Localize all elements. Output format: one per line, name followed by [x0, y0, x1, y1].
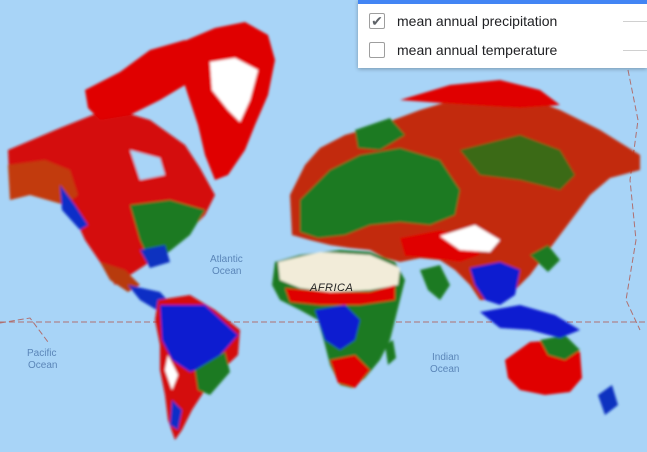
- layer-row-precipitation[interactable]: ✔ mean annual precipitation: [358, 8, 647, 34]
- greenland: [175, 22, 275, 180]
- indian-label-2: Ocean: [430, 364, 459, 375]
- boundary-lines: [0, 69, 647, 343]
- north-america: [8, 40, 215, 312]
- dateline-boundary: [625, 69, 641, 331]
- precipitation-checkbox[interactable]: ✔: [369, 13, 385, 29]
- pacific-label-1: Pacific: [27, 348, 56, 359]
- australia-oceania: [480, 305, 618, 415]
- pacific-boundary: [0, 317, 49, 343]
- temperature-label: mean annual temperature: [397, 42, 558, 58]
- pacific-label-2: Ocean: [28, 360, 57, 371]
- layer-panel: ✔ mean annual precipitation mean annual …: [358, 0, 647, 68]
- layer-line-precipitation: [623, 20, 647, 22]
- layer-row-temperature[interactable]: mean annual temperature: [358, 37, 647, 63]
- atlantic-label-1: Atlantic: [210, 254, 243, 265]
- precipitation-label: mean annual precipitation: [397, 13, 558, 29]
- atlantic-label-2: Ocean: [212, 266, 241, 277]
- eurasia: [290, 80, 640, 305]
- south-america: [155, 295, 240, 440]
- temperature-checkbox[interactable]: [369, 42, 385, 58]
- africa-label: AFRICA: [309, 282, 353, 294]
- layer-line-temperature: [623, 49, 647, 51]
- checkmark-icon: ✔: [371, 13, 383, 29]
- africa: [272, 250, 405, 388]
- indian-label-1: Indian: [432, 352, 459, 363]
